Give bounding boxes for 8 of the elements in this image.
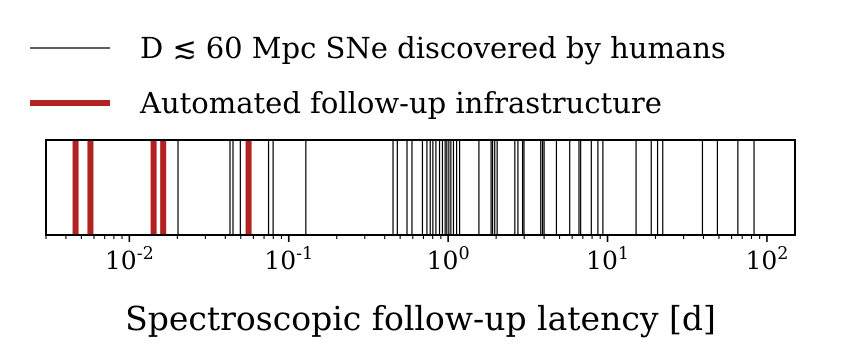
x-tick-label: 10$^{-1}$ — [264, 244, 314, 275]
legend-label: D ≲ 60 Mpc SNe discovered by humans — [140, 31, 726, 65]
x-axis-title: Spectroscopic follow-up latency [d] — [125, 299, 716, 338]
legend-label: Automated follow-up infrastructure — [139, 86, 662, 120]
x-tick-label: 10$^{2}$ — [745, 244, 788, 275]
x-tick-label: 10$^{0}$ — [426, 244, 470, 275]
x-tick-label: 10$^{1}$ — [586, 244, 630, 275]
x-tick-label: 10$^{-2}$ — [104, 244, 154, 275]
